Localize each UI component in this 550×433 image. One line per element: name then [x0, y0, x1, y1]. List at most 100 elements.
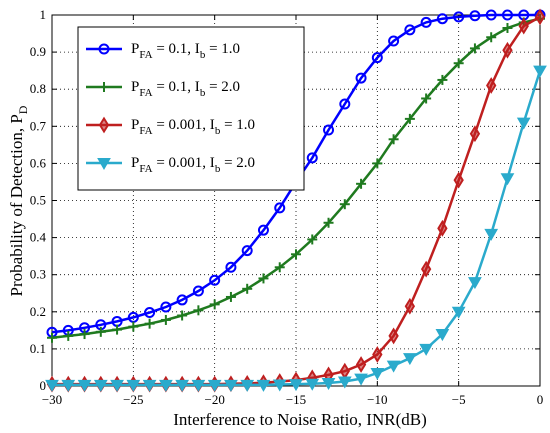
- series-2-point: [193, 305, 204, 316]
- series-1-point: [501, 9, 513, 21]
- series-2-point: [128, 321, 139, 332]
- legend-entry-1: PFA = 0.1, Ib = 1.0: [86, 41, 240, 61]
- series-layer: [45, 8, 547, 393]
- series-2-point: [421, 93, 432, 104]
- series-1-point: [209, 274, 221, 286]
- series-3-point: [372, 346, 383, 363]
- legend-label: PFA = 0.001, Ib = 2.0: [131, 155, 255, 175]
- series-3-point: [437, 219, 448, 237]
- series-4-point: [500, 173, 515, 186]
- y-tick-label: 0: [40, 378, 47, 393]
- series-4-point: [224, 379, 238, 392]
- series-1-point: [225, 261, 237, 273]
- legend-label-subscript: FA: [139, 125, 152, 137]
- y-axis-title-main: Probability of Detection, P: [7, 114, 26, 296]
- series-1-point: [257, 224, 269, 236]
- series-3-point: [518, 17, 529, 35]
- legend-label-subscript: b: [200, 49, 206, 61]
- series-3-point: [502, 41, 513, 59]
- series-2-point: [339, 199, 350, 210]
- legend-label-part: = 2.0: [205, 79, 240, 95]
- legend-label-part: P: [131, 41, 139, 57]
- series-4-point: [337, 376, 352, 389]
- y-tick-label: 0.2: [30, 304, 46, 319]
- legend-label-part: = 0.001, I: [153, 117, 215, 133]
- series-4-point: [516, 117, 531, 130]
- series-4-point: [256, 379, 271, 392]
- y-tick-label: 0.9: [30, 44, 46, 59]
- series-4-point: [61, 379, 76, 392]
- series-3-point: [453, 171, 464, 189]
- series-4-point: [451, 306, 466, 319]
- series-4-point: [175, 379, 189, 392]
- series-2-point: [177, 310, 188, 321]
- series-4-point: [272, 379, 287, 392]
- series-1-point: [339, 98, 351, 110]
- series-2-point: [388, 134, 399, 145]
- series-1-point: [192, 285, 204, 297]
- series-3-point: [469, 125, 481, 143]
- y-tick-label: 0.7: [30, 118, 47, 133]
- series-2-point: [209, 299, 220, 310]
- series-2-point: [307, 234, 318, 245]
- series-2-point: [79, 329, 90, 340]
- legend-label-part: = 1.0: [205, 41, 240, 57]
- series-4-point: [305, 378, 320, 391]
- legend-entry-4: PFA = 0.001, Ib = 2.0: [86, 155, 255, 175]
- x-tick-label: 0: [537, 392, 544, 407]
- series-2-point: [144, 318, 155, 329]
- series-4-point: [533, 65, 547, 78]
- series-4-point: [321, 378, 336, 391]
- legend-label-subscript: FA: [139, 163, 152, 175]
- series-4-point: [435, 329, 450, 342]
- legend-entry-3: PFA = 0.001, Ib = 1.0: [86, 116, 255, 137]
- series-3-point: [534, 8, 546, 26]
- series-2-point: [225, 291, 236, 302]
- legend-label-part: = 2.0: [220, 155, 255, 171]
- legend-marker: [97, 158, 111, 171]
- series-1-point: [485, 9, 497, 21]
- series-1-point: [323, 124, 335, 136]
- series-4-point: [289, 379, 303, 392]
- series-1-point: [306, 152, 318, 164]
- legend-label: PFA = 0.001, Ib = 1.0: [131, 117, 255, 137]
- series-4-point: [126, 379, 141, 392]
- series-1-point: [241, 245, 253, 257]
- series-2-point: [242, 283, 253, 294]
- legend-label-part: P: [131, 79, 139, 95]
- y-tick-label: 0.1: [30, 341, 46, 356]
- series-4-point: [93, 379, 108, 392]
- series-1-point: [388, 35, 400, 47]
- legend-entry-2: PFA = 0.1, Ib = 2.0: [86, 79, 240, 99]
- series-3-point: [355, 356, 367, 373]
- series-1-point: [176, 294, 188, 306]
- legend-label-part: P: [131, 155, 139, 171]
- series-2-point: [404, 113, 415, 124]
- series-2-point: [112, 324, 123, 335]
- series-4-point: [354, 373, 368, 386]
- x-tick-label: −15: [286, 392, 306, 407]
- x-tick-label: −25: [123, 392, 143, 407]
- series-2-point: [63, 330, 74, 341]
- series-1-point: [355, 72, 367, 84]
- y-tick-label: 0.5: [30, 193, 46, 208]
- y-tick-label: 1: [40, 7, 47, 22]
- y-tick-label: 0.6: [30, 155, 47, 170]
- x-tick-label: −20: [204, 392, 224, 407]
- series-1-point: [274, 202, 286, 214]
- legend-label-part: = 0.001, I: [153, 155, 215, 171]
- legend-label: PFA = 0.1, Ib = 2.0: [131, 79, 240, 99]
- legend-label-part: = 0.1, I: [153, 41, 200, 57]
- series-1-point: [371, 52, 383, 64]
- series-1-point: [404, 24, 416, 36]
- legend-label: PFA = 0.1, Ib = 1.0: [131, 41, 240, 61]
- y-tick-label: 0.4: [30, 230, 47, 245]
- series-4-point: [191, 379, 206, 392]
- series-4-point: [403, 353, 417, 366]
- x-tick-label: −30: [42, 392, 62, 407]
- series-1-point: [420, 16, 432, 28]
- series-4-point: [240, 379, 255, 392]
- legend-marker: [98, 43, 110, 55]
